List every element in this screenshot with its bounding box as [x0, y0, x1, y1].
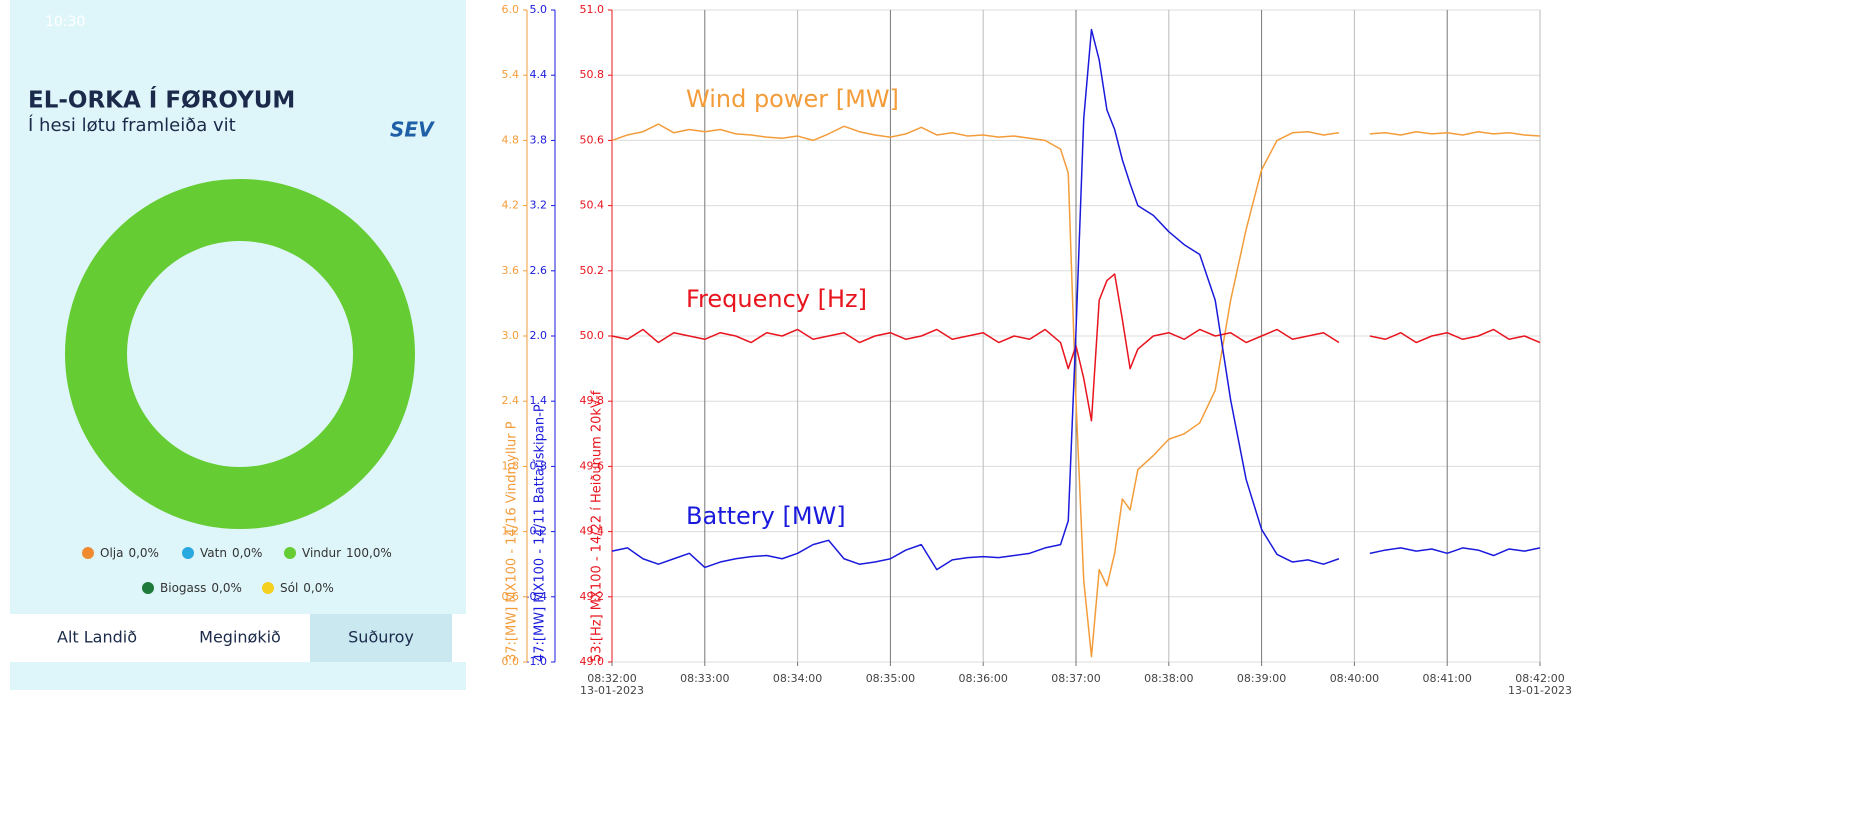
app-subtitle: Í hesi løtu framleiða vit [28, 114, 236, 136]
series-line [1369, 328, 1541, 344]
y-tick-label: 3.0 [502, 329, 520, 342]
status-time: 10:30 [45, 14, 85, 30]
series-label: Wind power [MW] [686, 85, 899, 113]
y-tick-label: 4.4 [530, 68, 548, 81]
legend-dot [142, 582, 154, 594]
x-tick-label: 08:34:00 [773, 672, 822, 685]
legend-label: Biogass 0,0% [160, 581, 242, 595]
axis-label: 37:[MW] MX100 - 14/16 Vindmyllur P [505, 421, 520, 662]
series-line [611, 123, 1340, 658]
legend-dot [262, 582, 274, 594]
y-tick-label: -0.4 [526, 590, 547, 603]
y-tick-label: 0.6 [502, 590, 520, 603]
legend-value: 100,0% [346, 546, 392, 560]
y-tick-label: 3.2 [530, 199, 548, 212]
legend-value: 0,0% [128, 546, 159, 560]
x-tick-label: 08:33:00 [680, 672, 729, 685]
legend-name: Vindur [302, 546, 341, 560]
y-tick-label: 49.4 [580, 525, 605, 538]
y-tick-label: 2.6 [530, 264, 548, 277]
y-tick-label: 2.0 [530, 329, 548, 342]
x-tick-label: 08:41:00 [1422, 672, 1471, 685]
series-label: Frequency [Hz] [686, 285, 867, 313]
y-tick-label: 0.0 [502, 655, 520, 668]
tab-selected-bg [310, 614, 452, 662]
y-tick-label: 51.0 [580, 3, 605, 16]
legend-name: Sól [280, 581, 298, 595]
x-tick-label: 08:38:00 [1144, 672, 1193, 685]
x-tick-label: 08:40:00 [1330, 672, 1379, 685]
x-tick-label: 08:32:00 [587, 672, 636, 685]
y-tick-label: 49.6 [580, 459, 605, 472]
y-tick-label: 1.2 [502, 525, 520, 538]
y-tick-label: 50.8 [580, 68, 605, 81]
x-tick-label: 08:35:00 [866, 672, 915, 685]
y-tick-label: 3.8 [530, 133, 548, 146]
legend-value: 0,0% [211, 581, 242, 595]
legend-value: 0,0% [303, 581, 334, 595]
y-tick-label: 1.8 [502, 459, 520, 472]
series-line [611, 28, 1340, 571]
y-tick-label: 4.8 [502, 133, 520, 146]
x-tick-label: 08:42:00 [1515, 672, 1564, 685]
legend-name: Biogass [160, 581, 206, 595]
y-tick-label: 2.4 [502, 394, 520, 407]
x-tick-label: 08:36:00 [958, 672, 1007, 685]
y-tick-label: 50.0 [580, 329, 605, 342]
tab[interactable]: Meginøkið [199, 628, 281, 647]
y-tick-label: 3.6 [502, 264, 520, 277]
y-tick-label: 50.2 [580, 264, 605, 277]
y-tick-label: 0.2 [530, 525, 548, 538]
y-tick-label: 1.4 [530, 394, 548, 407]
y-tick-label: 5.0 [530, 3, 548, 16]
legend-name: Vatn [200, 546, 227, 560]
series-line [1369, 547, 1541, 557]
legend-name: Olja [100, 546, 123, 560]
y-tick-label: 4.2 [502, 199, 520, 212]
y-tick-label: 49.2 [580, 590, 605, 603]
series-label: Battery [MW] [686, 502, 846, 530]
x-tick-label: 08:37:00 [1051, 672, 1100, 685]
app-title: EL-ORKA Í FØROYUM [28, 86, 295, 114]
x-tick-label: 08:39:00 [1237, 672, 1286, 685]
tab[interactable]: Suðuroy [348, 628, 414, 647]
legend-label: Vatn 0,0% [200, 546, 262, 560]
legend-dot [284, 547, 296, 559]
axis-label: 47:[MW] MX100 - 14/11 Battarískipan-P [533, 404, 548, 662]
x-date-label: 13-01-2023 [1508, 684, 1572, 697]
legend-dot [182, 547, 194, 559]
legend-label: Olja 0,0% [100, 546, 159, 560]
legend-label: Vindur 100,0% [302, 546, 392, 560]
y-tick-label: 49.8 [580, 394, 605, 407]
y-tick-label: 0.8 [530, 459, 548, 472]
y-tick-label: -1.0 [526, 655, 547, 668]
y-tick-label: 49.0 [580, 655, 605, 668]
y-tick-label: 50.4 [580, 199, 605, 212]
logo: SEV [390, 118, 435, 142]
donut-slice [64, 178, 415, 530]
legend-dot [82, 547, 94, 559]
axis-label: 53:[Hz] MX100 - 14/22 í Heiðunum 20kV-f [590, 390, 605, 662]
y-tick-label: 6.0 [502, 3, 520, 16]
legend-value: 0,0% [232, 546, 263, 560]
series-line [1369, 130, 1541, 137]
y-tick-label: 5.4 [502, 68, 520, 81]
x-date-label: 13-01-2023 [580, 684, 644, 697]
series-line [611, 273, 1340, 422]
tab[interactable]: Alt Landið [57, 628, 137, 647]
y-tick-label: 50.6 [580, 133, 605, 146]
legend-label: Sól 0,0% [280, 581, 334, 595]
